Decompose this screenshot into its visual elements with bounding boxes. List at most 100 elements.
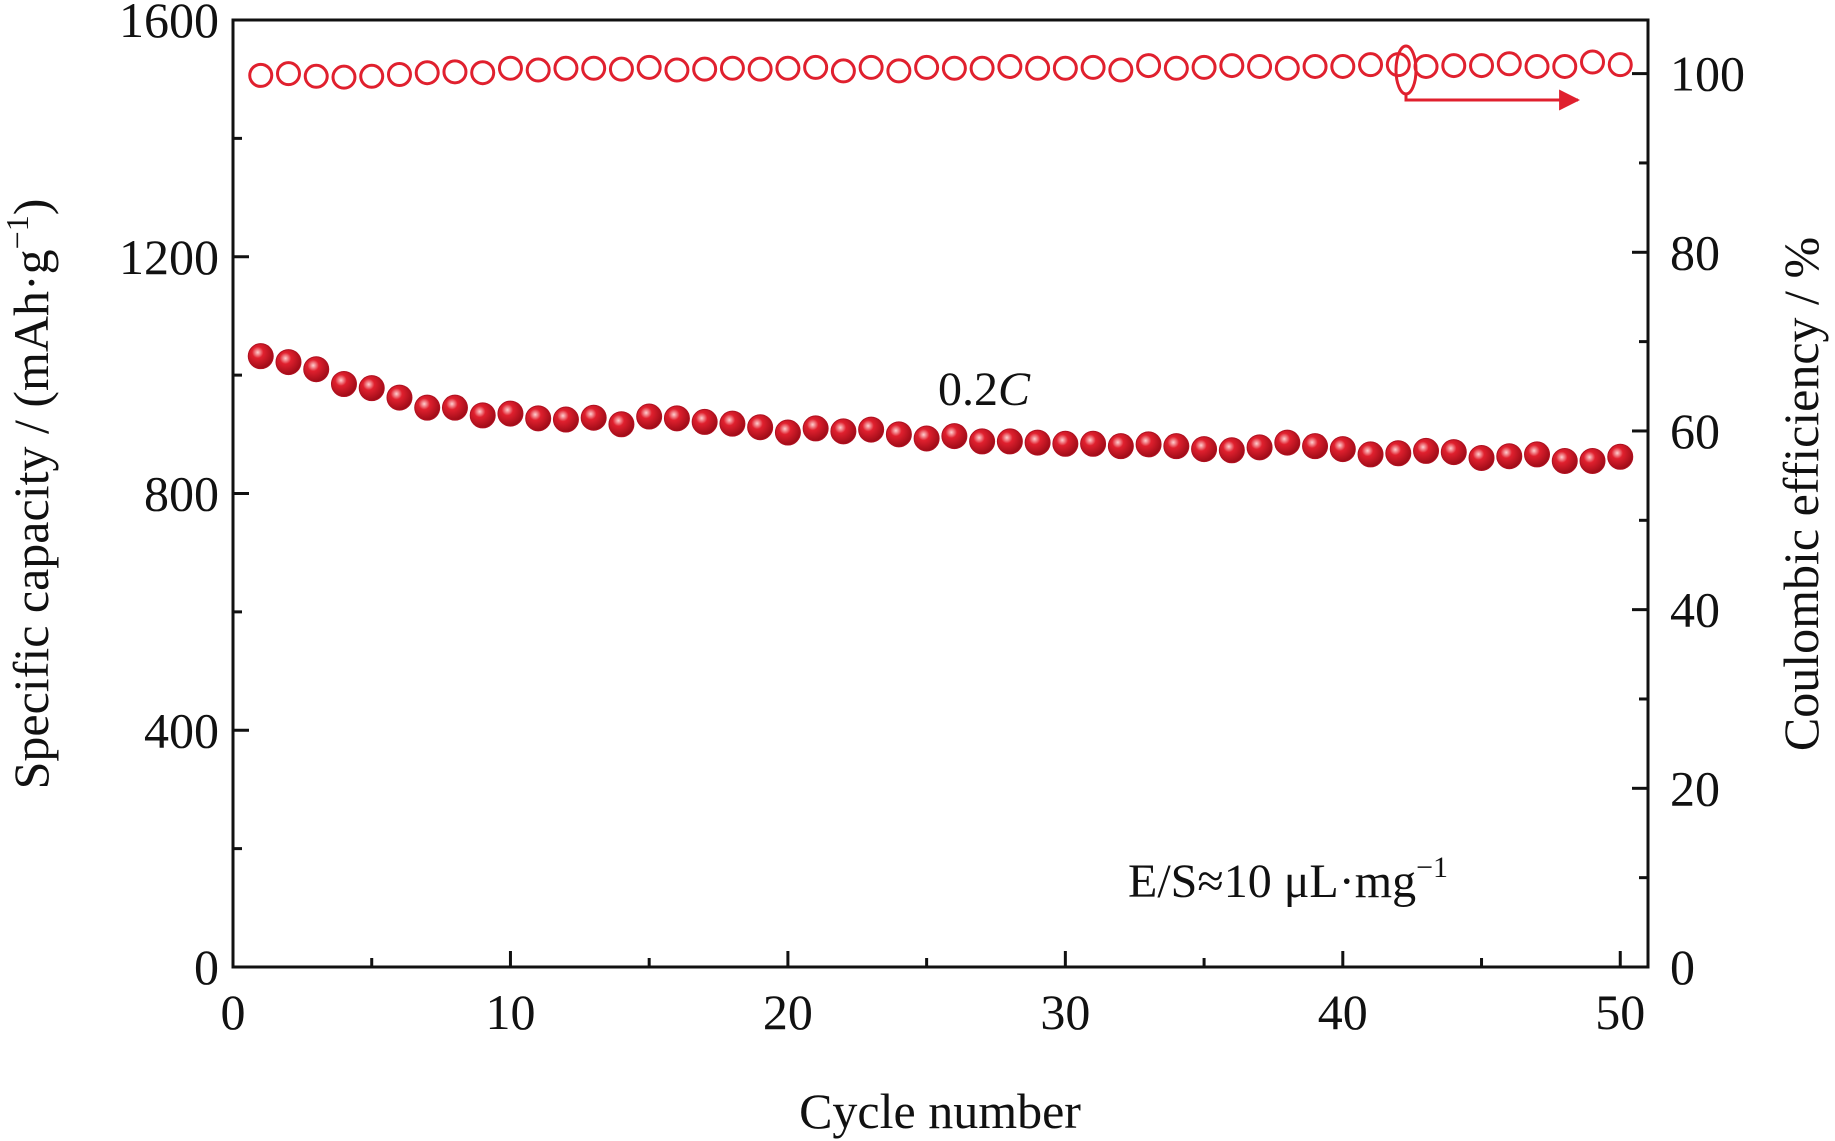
- coulombic-efficiency-point: [553, 55, 579, 81]
- coulombic-efficiency-point: [1607, 52, 1633, 78]
- coulombic-efficiency-point: [525, 57, 551, 83]
- specific-capacity-point: [774, 419, 801, 446]
- y-right-tick-label: 20: [1670, 760, 1720, 816]
- specific-capacity-point: [969, 428, 996, 455]
- specific-capacity-point: [1163, 433, 1190, 460]
- coulombic-efficiency-point: [1524, 53, 1550, 79]
- specific-capacity-point: [441, 394, 468, 421]
- y-left-tick-label: 400: [144, 702, 219, 758]
- y-right-tick-label: 100: [1670, 46, 1745, 102]
- specific-capacity-point: [913, 425, 940, 452]
- specific-capacity-point: [691, 408, 718, 435]
- coulombic-efficiency-point: [1108, 57, 1134, 83]
- specific-capacity-point: [1607, 443, 1634, 470]
- specific-capacity-point: [330, 371, 357, 398]
- y-left-tick-label: 800: [144, 466, 219, 522]
- coulombic-efficiency-point: [1302, 53, 1328, 79]
- x-axis-title: Cycle number: [799, 1083, 1081, 1139]
- coulombic-efficiency-point: [747, 56, 773, 82]
- coulombic-efficiency-point: [1219, 53, 1245, 79]
- x-tick-label: 40: [1318, 984, 1368, 1040]
- specific-capacity-point: [1191, 436, 1218, 463]
- specific-capacity-point: [580, 404, 607, 431]
- es-ratio-annotation-exponent: −1: [1416, 851, 1448, 884]
- es-ratio-annotation-main: E/S≈10 μL·mg: [1128, 855, 1416, 908]
- coulombic-efficiency-point: [830, 58, 856, 84]
- specific-capacity-point: [552, 406, 579, 433]
- specific-capacity-point: [1246, 434, 1273, 461]
- y-right-tick-label: 60: [1670, 403, 1720, 459]
- specific-capacity-point: [1496, 443, 1523, 470]
- coulombic-efficiency-point: [1552, 53, 1578, 79]
- es-ratio-annotation: E/S≈10 μL·mg−1: [1128, 851, 1448, 908]
- specific-capacity-point: [1274, 429, 1301, 456]
- y-axis-left-title-close: ): [3, 199, 59, 216]
- coulombic-efficiency-point: [1330, 53, 1356, 79]
- coulombic-efficiency-point: [1052, 55, 1078, 81]
- specific-capacity-point: [1385, 440, 1412, 467]
- specific-capacity-point: [1413, 437, 1440, 464]
- specific-capacity-point: [497, 400, 524, 427]
- coulombic-efficiency-point: [1274, 55, 1300, 81]
- y-left-tick-label: 1200: [119, 229, 219, 285]
- specific-capacity-point: [414, 394, 441, 421]
- y-axis-left-title-exponent: −1: [0, 215, 35, 249]
- specific-capacity-point: [1107, 433, 1134, 460]
- specific-capacity-point: [1218, 437, 1245, 464]
- specific-capacity-point: [941, 423, 968, 450]
- tick-labels: 0 10 20 30 40 50 0 400 800 1200 1600 0 20 40 60 80 100: [119, 0, 1745, 1040]
- specific-capacity-point: [1524, 441, 1551, 468]
- y-axis-left-title-main: Specific capacity / (mAh·g: [3, 249, 59, 789]
- specific-capacity-point: [719, 410, 746, 437]
- coulombic-efficiency-point: [914, 54, 940, 80]
- coulombic-efficiency-point: [470, 60, 496, 86]
- specific-capacity-point: [525, 405, 552, 432]
- specific-capacity-point: [469, 402, 496, 429]
- y-right-tick-label: 0: [1670, 939, 1695, 995]
- specific-capacity-point: [1080, 430, 1107, 457]
- specific-capacity-point: [1357, 441, 1384, 468]
- specific-capacity-point: [386, 384, 413, 411]
- specific-capacity-point: [303, 356, 330, 383]
- coulombic-efficiency-point: [1441, 53, 1467, 79]
- coulombic-efficiency-point: [1580, 49, 1606, 75]
- coulombic-efficiency-point: [941, 55, 967, 81]
- coulombic-efficiency-point: [1136, 53, 1162, 79]
- coulombic-efficiency-point: [1247, 53, 1273, 79]
- coulombic-efficiency-point: [719, 55, 745, 81]
- coulombic-efficiency-point: [331, 64, 357, 90]
- coulombic-efficiency-point: [303, 63, 329, 89]
- specific-capacity-point: [663, 405, 690, 432]
- x-tick-label: 20: [763, 984, 813, 1040]
- coulombic-efficiency-point: [497, 55, 523, 81]
- coulombic-efficiency-point: [414, 60, 440, 86]
- x-tick-label: 10: [485, 984, 535, 1040]
- specific-capacity-point: [1329, 436, 1356, 463]
- coulombic-efficiency-point: [608, 56, 634, 82]
- coulombic-efficiency-point: [386, 61, 412, 87]
- x-tick-label: 30: [1040, 984, 1090, 1040]
- coulombic-efficiency-point: [1025, 55, 1051, 81]
- coulombic-efficiency-point: [636, 54, 662, 80]
- coulombic-efficiency-point: [359, 63, 385, 89]
- specific-capacity-series: [247, 343, 1634, 474]
- coulombic-efficiency-point: [1191, 54, 1217, 80]
- y-left-tick-label: 1600: [119, 0, 219, 48]
- specific-capacity-point: [858, 416, 885, 443]
- coulombic-efficiency-point: [275, 61, 301, 87]
- specific-capacity-point: [885, 421, 912, 448]
- coulombic-efficiency-point: [1080, 54, 1106, 80]
- specific-capacity-point: [830, 418, 857, 445]
- rate-annotation: 0.2C: [938, 363, 1031, 416]
- coulombic-efficiency-point: [692, 56, 718, 82]
- coulombic-efficiency-point: [1413, 53, 1439, 79]
- coulombic-efficiency-point: [581, 55, 607, 81]
- specific-capacity-point: [1135, 431, 1162, 458]
- rate-annotation-unit: C: [998, 363, 1031, 416]
- specific-capacity-point: [802, 415, 829, 442]
- specific-capacity-point: [1579, 447, 1606, 474]
- coulombic-efficiency-series: [248, 49, 1633, 90]
- specific-capacity-point: [747, 414, 774, 441]
- rate-annotation-value: 0.2: [938, 363, 998, 416]
